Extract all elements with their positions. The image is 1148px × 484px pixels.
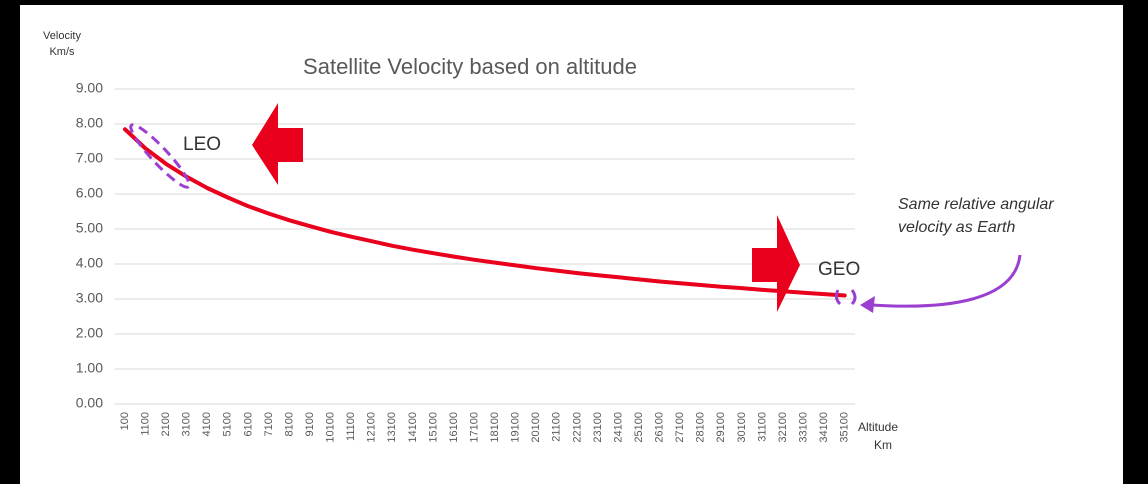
- note: velocity as Earth: [898, 219, 1015, 236]
- y-tick-label: 6.00: [76, 185, 103, 201]
- y-tick-label: 3.00: [76, 290, 103, 306]
- x-tick-label: 18100: [489, 412, 501, 443]
- x-tick-label: 1100: [139, 412, 151, 436]
- x-tick-label: 21100: [551, 412, 563, 442]
- x-tick-label: 15100: [427, 412, 439, 443]
- x-tick-label: 100: [119, 412, 131, 430]
- y-tick-label: 0.00: [76, 395, 103, 411]
- x-tick-label: 13100: [386, 412, 398, 443]
- x-tick-label: 6100: [242, 412, 254, 436]
- x-tick-label: 3100: [181, 412, 193, 436]
- x-axis-title: Altitude: [858, 420, 898, 434]
- annotation: LEO: [183, 134, 221, 155]
- plot-area: 0.00 1.00 2.00 3.00 4.00 5.00 6.00 7.00 8.00 9.00…: [76, 80, 855, 443]
- x-tick-label: 22100: [571, 412, 583, 443]
- line: [123, 127, 847, 298]
- y-axis-title: Velocity: [43, 30, 81, 42]
- x-tick-label: 24100: [612, 412, 624, 443]
- note: Same relative angular: [898, 196, 1054, 213]
- x-tick-label: 4100: [201, 412, 213, 436]
- x-tick-label: 31100: [756, 412, 768, 442]
- callout-arrow: [871, 254, 1022, 308]
- x-tick-label: 10100: [325, 412, 337, 443]
- x-tick-label: 25100: [633, 412, 645, 443]
- x-tick-label: 7100: [263, 412, 275, 436]
- x-tick-label: 5100: [222, 412, 234, 436]
- y-tick-label: 2.00: [76, 325, 103, 341]
- x-tick-label: 28100: [695, 412, 707, 443]
- y-axis-title: Km/s: [49, 46, 75, 58]
- arrow: [752, 215, 800, 312]
- x-tick-label: 12100: [366, 412, 378, 443]
- annotation: GEO: [818, 259, 860, 280]
- x-tick-label: 16100: [448, 412, 460, 443]
- x-tick-label: 19100: [510, 412, 522, 443]
- arrow: [252, 103, 303, 185]
- x-tick-label: 9100: [304, 412, 316, 436]
- x-tick-label: 34100: [818, 412, 830, 443]
- y-tick-label: 4.00: [76, 255, 103, 271]
- x-tick-label: 11100: [345, 412, 357, 441]
- x-tick-label: 20100: [530, 412, 542, 443]
- x-tick-label: 14100: [407, 412, 419, 443]
- y-tick-label: 1.00: [76, 360, 103, 376]
- x-axis-title: Km: [874, 438, 892, 452]
- x-tick-label: 33100: [797, 412, 809, 443]
- x-tick-label: 32100: [777, 412, 789, 443]
- chart-title: Satellite Velocity based on altitude: [303, 54, 637, 79]
- x-tick-label: 29100: [715, 412, 727, 443]
- y-tick-label: 5.00: [76, 220, 103, 236]
- highlight-ellipse: [834, 289, 857, 306]
- y-tick-label: 9.00: [76, 80, 103, 96]
- x-tick-label: 27100: [674, 412, 686, 443]
- x-tick-label: 8100: [283, 412, 295, 436]
- y-tick-label: 7.00: [76, 150, 103, 166]
- x-tick-label: 35100: [839, 412, 851, 443]
- x-tick-label: 17100: [468, 412, 480, 443]
- x-tick-label: 2100: [160, 412, 172, 436]
- x-tick-label: 30100: [736, 412, 748, 443]
- highlight-ellipse: [129, 123, 191, 189]
- y-tick-label: 8.00: [76, 115, 103, 131]
- x-tick-label: 26100: [654, 412, 666, 443]
- callout-arrowhead: [860, 296, 875, 313]
- x-tick-label: 23100: [592, 412, 604, 443]
